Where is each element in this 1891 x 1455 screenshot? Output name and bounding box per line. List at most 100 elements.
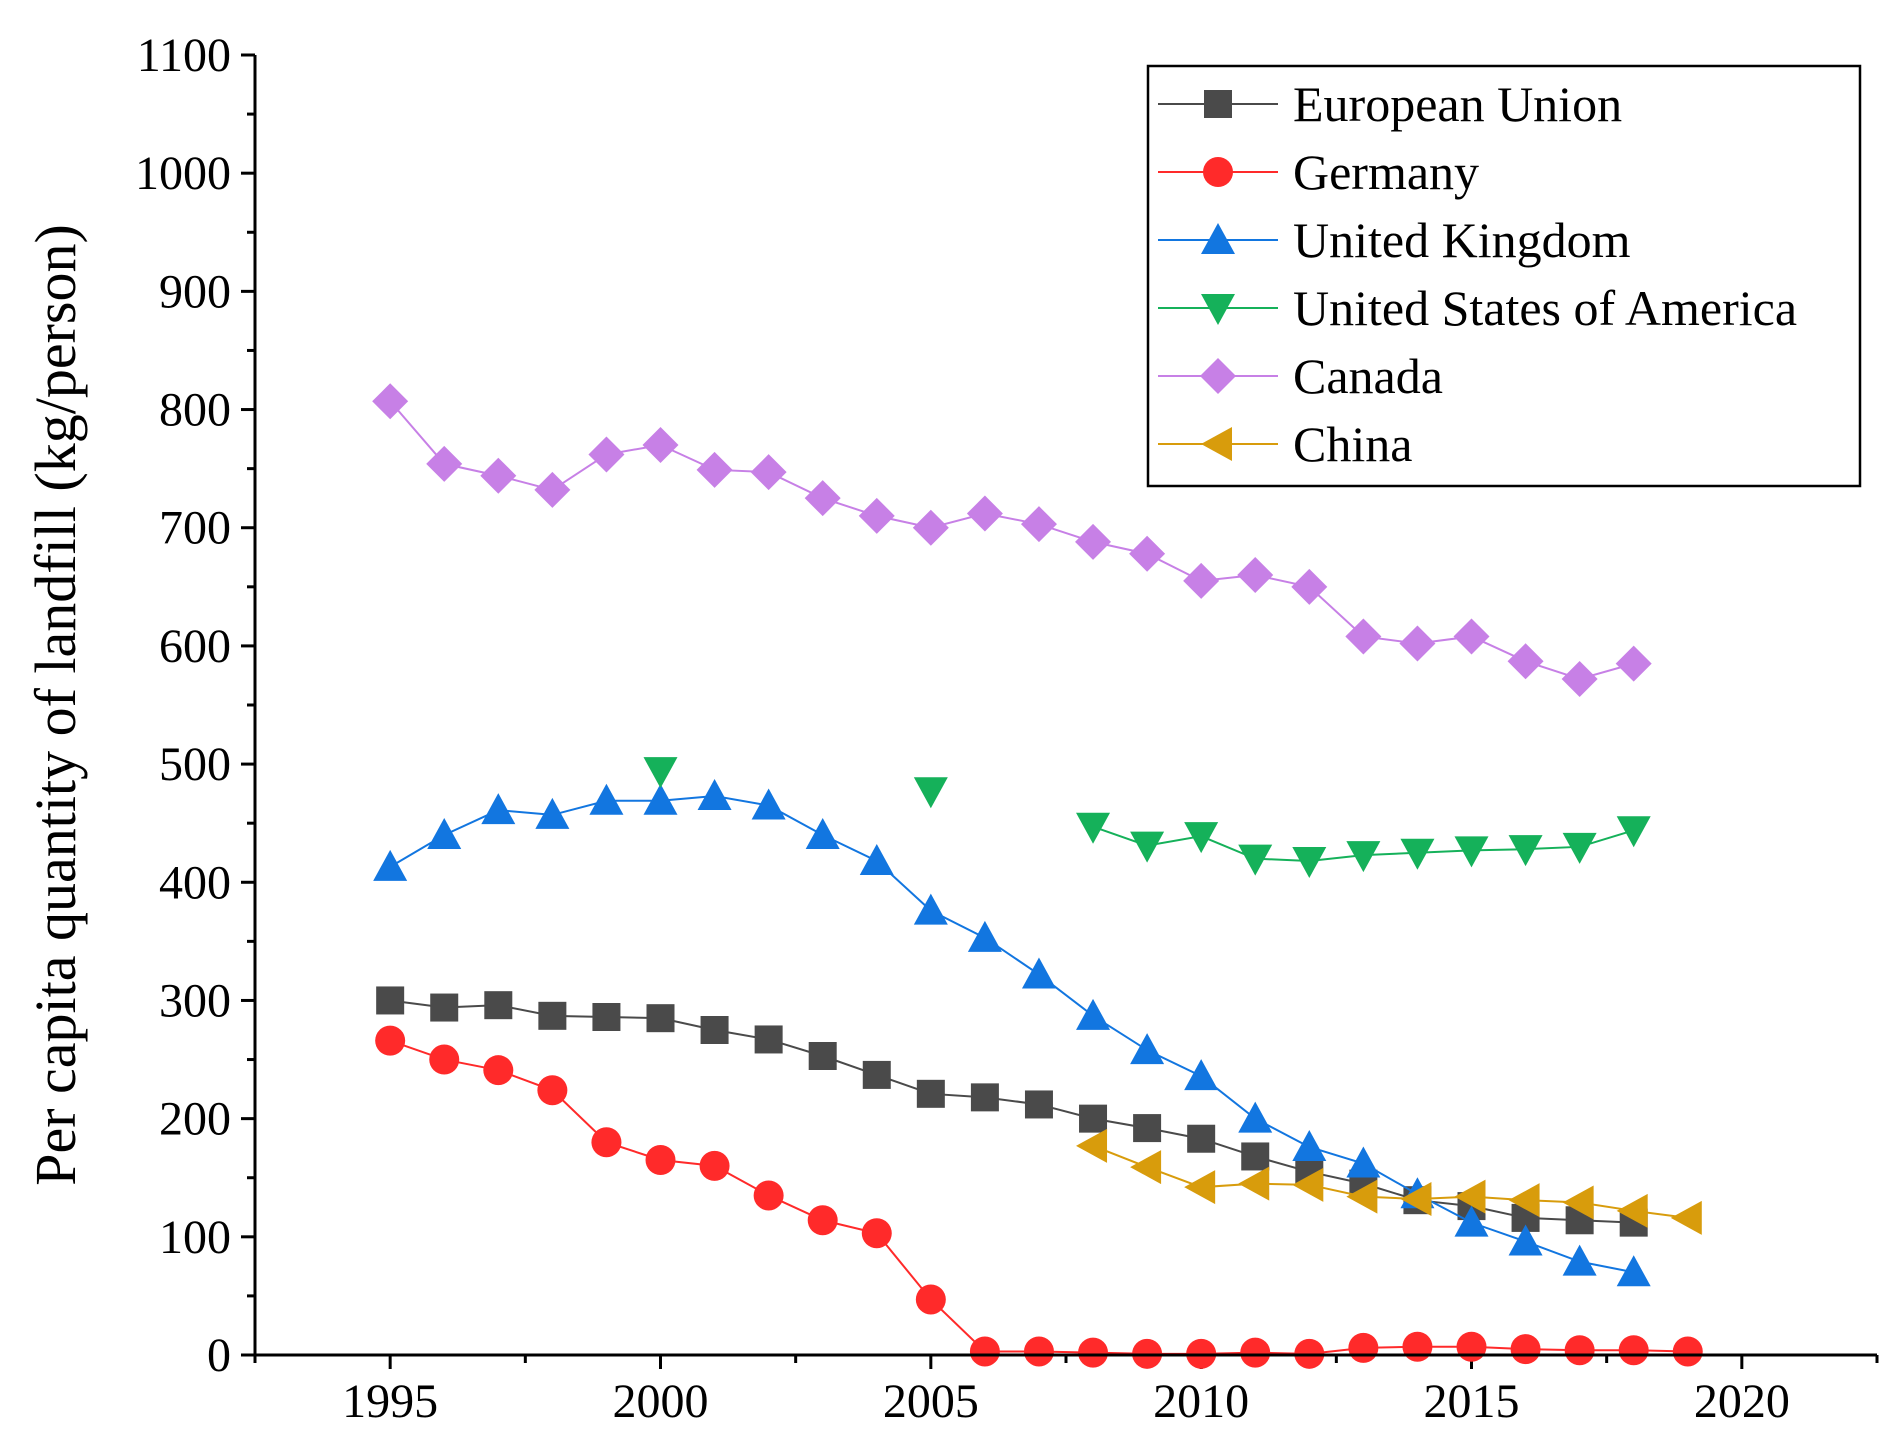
data-point [483, 1055, 514, 1086]
data-point [1023, 1336, 1054, 1367]
data-point [1130, 831, 1165, 863]
data-point [804, 480, 841, 517]
data-point [373, 849, 408, 881]
series-line [390, 999, 1634, 1224]
y-tick-label: 800 [159, 384, 231, 437]
data-point [916, 1079, 945, 1108]
data-point [1616, 1193, 1648, 1228]
data-point [1020, 506, 1057, 543]
data-point [430, 993, 459, 1022]
data-point [970, 1083, 999, 1112]
data-point [913, 893, 948, 925]
legend-marker [1200, 358, 1236, 394]
data-point [1076, 998, 1111, 1030]
legend-marker [1203, 157, 1233, 187]
data-point [1618, 1335, 1649, 1366]
legend-label: United States of America [1293, 280, 1797, 336]
series-layer [372, 383, 1703, 1369]
data-point [1346, 841, 1381, 873]
data-point [1129, 535, 1166, 572]
data-point [1508, 1224, 1543, 1256]
data-point [1508, 835, 1543, 867]
legend-label: Canada [1293, 348, 1443, 404]
data-point [1079, 1104, 1108, 1133]
y-axis-title: Per capita quantity of landfill (kg/pers… [23, 224, 88, 1186]
data-point [592, 1003, 621, 1031]
series-european-union [376, 986, 1648, 1237]
y-tick-label: 700 [159, 502, 231, 555]
legend-label: Germany [1293, 144, 1479, 200]
y-tick-label: 200 [159, 1093, 231, 1146]
data-point [1456, 1331, 1487, 1362]
data-point [808, 1042, 837, 1070]
legend: European Union Germany United Kingdom Unite… [1146, 64, 1862, 488]
data-point [750, 454, 787, 491]
data-point [1453, 618, 1490, 655]
data-point [484, 991, 513, 1020]
y-tick-label: 500 [159, 738, 231, 791]
data-point [643, 783, 678, 815]
data-point [1133, 1114, 1162, 1143]
y-tick-label: 0 [207, 1329, 231, 1382]
data-point [1130, 1150, 1162, 1185]
data-point [537, 1075, 568, 1106]
data-point [913, 777, 948, 809]
data-point [967, 920, 1002, 952]
data-point [375, 1025, 406, 1056]
data-point [915, 1284, 946, 1315]
legend-marker [1201, 427, 1232, 461]
data-point [1616, 816, 1651, 848]
legend-label: China [1293, 416, 1412, 472]
data-point [859, 844, 894, 875]
y-tick-label: 900 [159, 265, 231, 318]
series-line [1092, 1144, 1688, 1219]
x-tick-label: 2000 [613, 1375, 709, 1428]
x-tick-label: 2010 [1153, 1375, 1249, 1428]
data-point [538, 1001, 567, 1030]
data-point [751, 788, 786, 820]
data-point [1615, 645, 1652, 682]
data-point [1078, 1337, 1109, 1368]
data-point [588, 436, 625, 473]
data-point [700, 1016, 729, 1044]
data-point [1454, 1205, 1489, 1237]
legend-marker [1201, 294, 1235, 325]
data-point [1292, 1167, 1324, 1202]
data-point [1400, 838, 1435, 870]
data-point [1075, 523, 1112, 560]
data-point [429, 1044, 460, 1075]
legend-marker [1201, 223, 1235, 254]
legend-box [1146, 64, 1862, 488]
data-point [697, 779, 732, 810]
data-point [1024, 1090, 1053, 1119]
data-point [1291, 568, 1328, 605]
series-canada [372, 383, 1652, 697]
data-point [1240, 1337, 1271, 1368]
data-point [1184, 1059, 1219, 1091]
data-point [1348, 1332, 1379, 1363]
data-point [643, 757, 678, 789]
x-tick-label: 1995 [342, 1375, 438, 1428]
data-point [1241, 1142, 1270, 1171]
data-point [535, 797, 570, 829]
series-china [1076, 1128, 1702, 1235]
data-point [1237, 557, 1274, 593]
y-tick-labels: 0 100 200 300 400 500 600 700 800 900 1000 1100 [135, 29, 231, 1382]
data-point [1400, 1182, 1432, 1216]
data-point [1454, 836, 1489, 868]
data-point [1130, 1033, 1165, 1065]
series-united-states-of-america [643, 757, 1651, 878]
data-point [1670, 1200, 1702, 1235]
data-point [1238, 844, 1273, 876]
data-point [699, 1150, 730, 1181]
data-point [1454, 1179, 1486, 1214]
data-point [861, 1218, 892, 1249]
y-tick-label: 100 [159, 1211, 231, 1264]
data-point [481, 793, 516, 825]
y-tick-label: 1000 [135, 147, 231, 200]
data-point [862, 1060, 891, 1089]
data-point [646, 1004, 675, 1033]
data-point [1562, 832, 1597, 864]
legend-label: European Union [1293, 76, 1622, 132]
